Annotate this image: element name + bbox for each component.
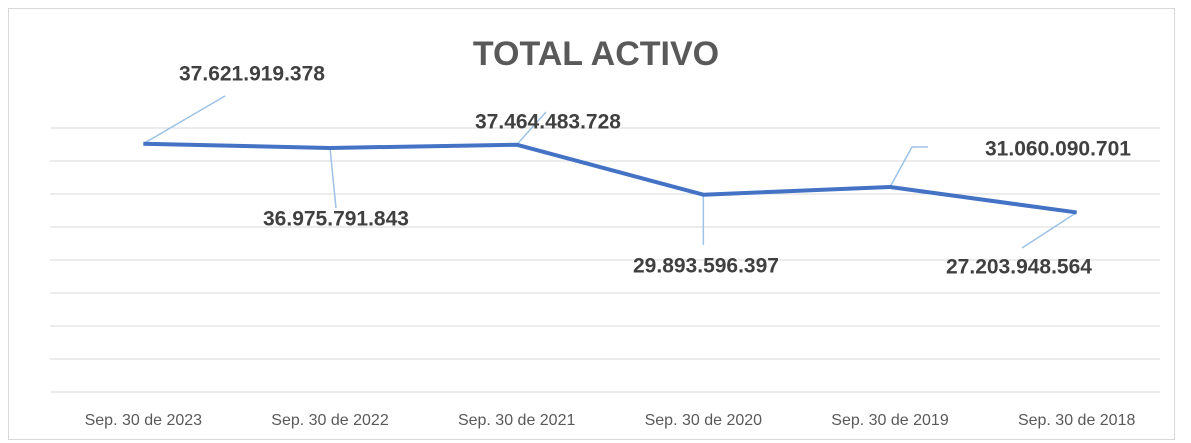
chart-border [8,8,1175,440]
x-tick-label: Sep. 30 de 2022 [271,412,389,429]
leader-line [1021,211,1078,249]
line [143,141,1077,215]
data-label: 36.975.791.843 [263,208,409,231]
data-label: 29.893.596.397 [633,255,779,278]
data-label: 37.464.483.728 [475,111,621,134]
leader-line [329,147,337,209]
leader-line [889,146,928,188]
data-label: 27.203.948.564 [946,256,1092,279]
x-tick-label: Sep. 30 de 2020 [645,412,763,429]
leader-line [142,95,226,145]
data-label: 37.621.919.378 [179,63,325,86]
data-label: 31.060.090.701 [985,138,1131,161]
x-tick-label: Sep. 30 de 2023 [85,412,203,429]
leader-line [516,111,547,146]
x-tick-label: Sep. 30 de 2018 [1018,412,1136,429]
x-tick-label: Sep. 30 de 2019 [831,412,949,429]
chart-title: TOTAL ACTIVO [473,35,719,73]
x-tick-label: Sep. 30 de 2021 [458,412,576,429]
